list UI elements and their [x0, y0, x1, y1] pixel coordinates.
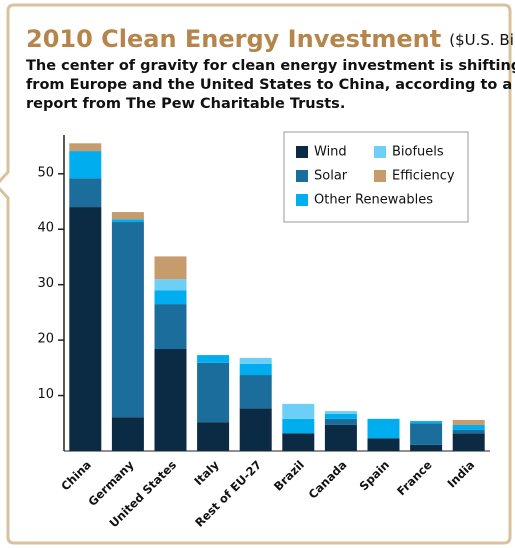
bar-segment — [69, 207, 102, 451]
bar-segment — [452, 419, 485, 425]
legend-swatch — [374, 170, 386, 182]
y-tick-label: 30 — [37, 276, 54, 291]
bar-segment — [452, 429, 485, 434]
legend-label: Other Renewables — [314, 193, 433, 208]
bar-segment — [69, 151, 102, 179]
chart-title: 2010 Clean Energy Investment — [26, 25, 441, 53]
bar-segment — [154, 348, 187, 451]
bar-segment — [324, 418, 357, 425]
bar-segment — [367, 418, 400, 439]
bar-segment — [154, 279, 187, 291]
bar-segment — [410, 423, 443, 445]
bar-segment — [324, 413, 357, 419]
bar-segment — [452, 424, 485, 430]
bar-segment — [282, 403, 315, 419]
description-line: The center of gravity for clean energy i… — [26, 58, 515, 74]
bar-segment — [111, 222, 144, 418]
description-line: from Europe and the United States to Chi… — [26, 77, 512, 93]
bar-segment — [197, 355, 230, 363]
bar-segment — [69, 143, 102, 152]
bar-segment — [154, 256, 187, 280]
bar-segment — [324, 424, 357, 451]
legend-swatch — [296, 146, 308, 158]
bar-segment — [154, 290, 187, 305]
bar-segment — [410, 421, 443, 424]
bar-segment — [239, 408, 272, 451]
description-line: report from The Pew Charitable Trusts. — [26, 96, 345, 112]
bar-segment — [239, 357, 272, 364]
bar-segment — [367, 438, 400, 451]
y-tick-label: 50 — [37, 165, 54, 180]
bar-segment — [239, 375, 272, 409]
bar-segment — [197, 362, 230, 423]
y-tick-label: 10 — [37, 387, 54, 402]
bar-segment — [410, 444, 443, 451]
bar-segment — [282, 433, 315, 451]
bar-segment — [324, 411, 357, 414]
legend-label: Efficiency — [392, 169, 455, 184]
chart-subtitle: ($U.S. Billions) — [449, 31, 515, 49]
y-tick-label: 40 — [37, 221, 54, 236]
legend-label: Solar — [314, 169, 348, 184]
heading: 2010 Clean Energy Investment ($U.S. Billi… — [26, 25, 515, 53]
bar-segment — [69, 178, 102, 208]
bar-segment — [282, 418, 315, 434]
bar-segment — [197, 422, 230, 451]
bar-segment — [154, 304, 187, 349]
legend-label: Biofuels — [392, 145, 444, 160]
legend-swatch — [374, 146, 386, 158]
bar-segment — [239, 363, 272, 376]
bar-segment — [452, 433, 485, 451]
legend-swatch — [296, 194, 308, 206]
y-tick-label: 20 — [37, 332, 54, 347]
legend-label: Wind — [314, 145, 347, 160]
bar-segment — [111, 219, 144, 223]
bar-segment — [111, 417, 144, 451]
legend-swatch — [296, 170, 308, 182]
bar-segment — [111, 212, 144, 220]
